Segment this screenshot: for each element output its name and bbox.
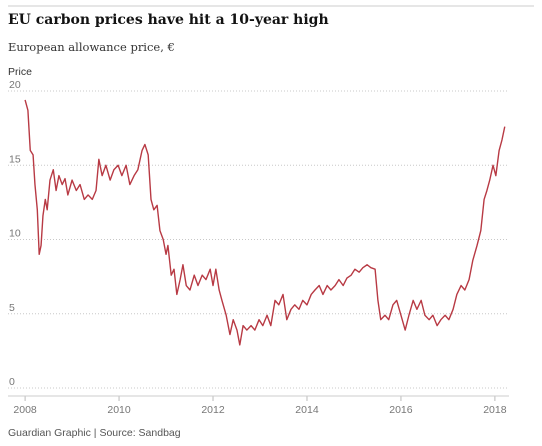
y-tick-label: 15 [9, 153, 21, 165]
source: Guardian Graphic | Source: Sandbag [8, 427, 181, 439]
x-tick-label: 2018 [483, 404, 507, 416]
chart-subtitle: European allowance price, € [8, 40, 175, 54]
y-tick-label: 5 [9, 302, 15, 314]
y-axis-label: Price [8, 66, 32, 78]
x-tick-label: 2012 [201, 404, 225, 416]
x-tick-label: 2008 [13, 404, 37, 416]
y-tick-label: 10 [9, 228, 21, 240]
price-line [24, 99, 506, 346]
chart-title: EU carbon prices have hit a 10-year high [8, 12, 329, 28]
x-tick-label: 2014 [295, 404, 319, 416]
y-tick-label: 0 [9, 376, 15, 388]
x-tick-label: 2016 [389, 404, 413, 416]
y-tick-label: 20 [9, 79, 21, 91]
x-tick-label: 2010 [107, 404, 131, 416]
